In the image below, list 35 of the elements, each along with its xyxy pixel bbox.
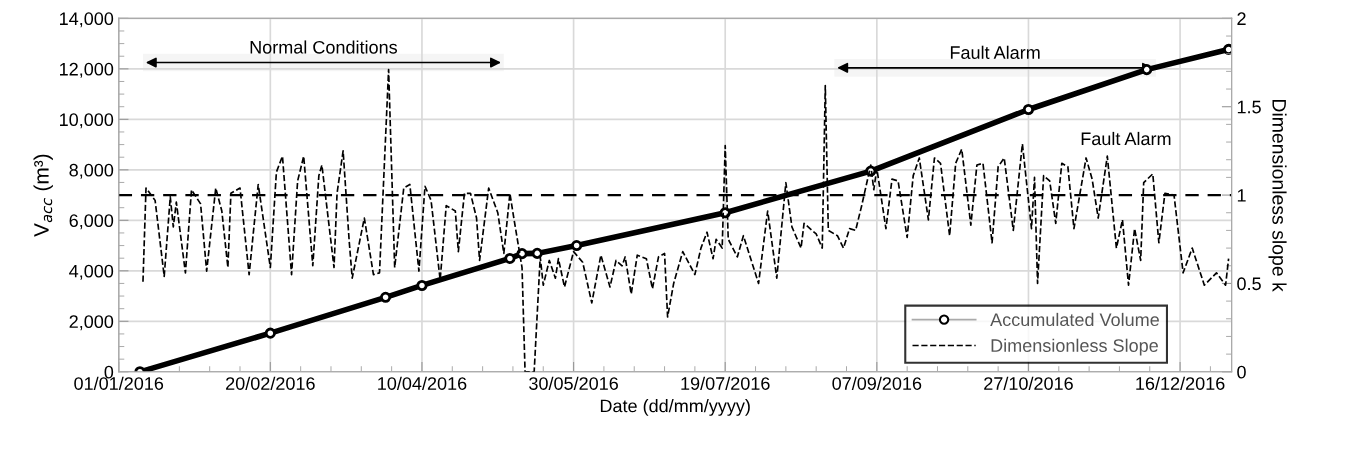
x-tick-label: 16/12/2016 (1136, 376, 1225, 390)
band-label: Fault Alarm (950, 45, 1040, 59)
y2-tick-label: 0.5 (1237, 277, 1261, 291)
point (380, 291, 392, 303)
y-tick-label: 2,000 (69, 315, 114, 331)
y-tick-label: 6,000 (69, 214, 114, 230)
x-tick-label: 10/04/2016 (378, 376, 467, 390)
y2-tick-label: 1.5 (1237, 100, 1261, 114)
point (571, 240, 583, 252)
x-tick-label: 27/10/2016 (984, 376, 1073, 390)
x-tick-label: 30/05/2016 (529, 376, 618, 390)
x-tick-label: 07/09/2016 (832, 376, 922, 390)
y2-tick-label: 2 (1237, 12, 1246, 25)
y-tick-label: 12,000 (60, 62, 114, 78)
point (264, 327, 276, 339)
point (531, 247, 543, 259)
x-tick-label: 20/02/2016 (226, 376, 315, 390)
legend-label: Dimensionless Slope (991, 338, 1158, 356)
point (1022, 103, 1035, 116)
band-label: Normal Conditions (250, 40, 398, 54)
point (416, 279, 428, 292)
y-tick-label: 8,000 (69, 163, 114, 179)
y-tick-label: 14,000 (60, 12, 114, 28)
x-tick-label: 19/07/2016 (681, 376, 770, 390)
point (516, 248, 528, 260)
y-axis-title: V$_{acc}$ (m³) (33, 154, 53, 237)
y-tick-label: 10,000 (60, 113, 114, 129)
y-tick-label: 4,000 (69, 264, 114, 280)
y2-tick-label: 1 (1237, 189, 1246, 202)
legend-label: Accumulated Volume (990, 312, 1159, 327)
point (504, 252, 516, 264)
x-axis-title: Date (dd/mm/yyyy) (600, 399, 750, 416)
y2-axis-title: Dimensionless slope k (1268, 99, 1287, 292)
annotation: Fault Alarm (1081, 131, 1171, 146)
y2-tick-label: 0 (1237, 365, 1246, 379)
